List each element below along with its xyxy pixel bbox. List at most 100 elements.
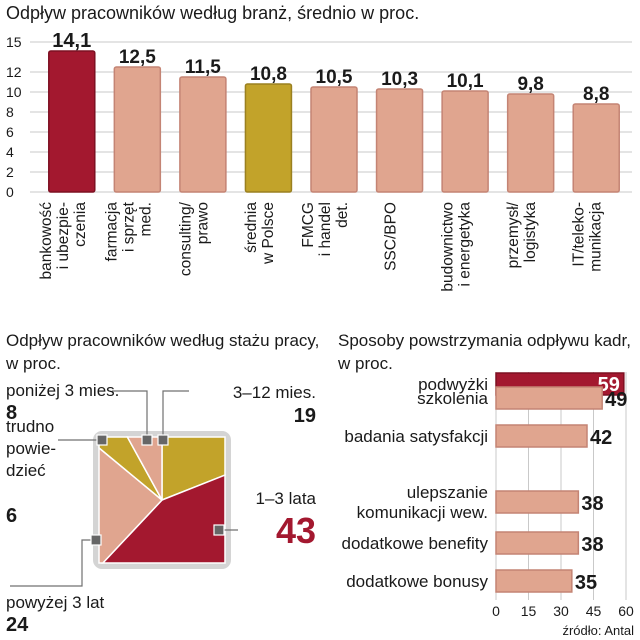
pie-callout-name: poniżej 3 mies. <box>6 381 119 400</box>
callout-marker <box>90 534 102 546</box>
industry-bar <box>375 88 424 193</box>
retention-value-label: 38 <box>581 493 603 515</box>
industry-bar <box>506 93 555 193</box>
tenure-pie-chart: Odpływ pracowników według stażu pracy, w… <box>5 331 319 636</box>
industry-bar <box>310 86 358 193</box>
retention-bar-chart: Sposoby powstrzymania odpływu kadr, w pr… <box>337 331 634 619</box>
pie-callout-name: 1–3 lata <box>256 489 317 508</box>
industry-category-label: prawo <box>194 202 211 244</box>
retention-bar <box>495 531 580 555</box>
x-tick-label: 30 <box>553 603 569 619</box>
industry-category-label: farmacja <box>103 202 120 262</box>
retention-value-label: 38 <box>581 534 603 556</box>
industry-value-label: 9,8 <box>517 74 543 95</box>
pie-callout-value: 24 <box>6 614 29 636</box>
industry-category-label: i handel <box>317 202 334 256</box>
industry-category-label: consulting/ <box>177 201 194 276</box>
y-tick-label: 8 <box>6 104 14 120</box>
industry-value-label: 10,3 <box>381 69 418 90</box>
industry-category-label: i energetyka <box>457 202 474 287</box>
industry-category-label: det. <box>334 202 351 228</box>
retention-category-label: komunikacji wew. <box>357 503 488 522</box>
industry-chart-y-axis: 0 2 4 6 8 10 12 15 <box>6 34 22 200</box>
y-tick-label: 2 <box>6 164 14 180</box>
pie-callout-labels: 3–12 mies. 19 1–3 lata 43 powyżej 3 lat 24 tru… <box>6 381 317 636</box>
pie-callout-name: dzieć <box>6 461 46 480</box>
industry-bar <box>572 103 620 193</box>
industry-bar <box>244 83 293 193</box>
retention-category-label: ulepszanie <box>407 483 488 502</box>
industry-value-label: 11,5 <box>185 57 221 78</box>
tenure-chart-title-line-2: w proc. <box>5 354 61 373</box>
industry-chart-bars <box>48 50 620 193</box>
industry-category-label: SSC/BPO <box>383 202 400 271</box>
retention-category-label: szkolenia <box>417 389 488 408</box>
retention-chart-title-line-2: w proc. <box>337 354 393 373</box>
industry-category-label: logistyka <box>522 202 539 263</box>
callout-marker <box>141 434 153 446</box>
industry-bar <box>179 76 227 193</box>
retention-category-label: podwyżki <box>418 375 488 394</box>
industry-category-label: i ubezpie- <box>55 202 72 269</box>
pie-callout-name: trudno <box>6 417 54 436</box>
industry-category-label: przemysł/ <box>505 201 522 268</box>
industry-chart-title: Odpływ pracowników według branż, średnio… <box>6 3 419 23</box>
pie-callout-value: 6 <box>6 505 17 527</box>
industry-value-label: 10,8 <box>250 64 287 85</box>
industry-chart-value-labels: 14,1 12,5 11,5 10,8 10,5 10,3 10,1 9,8 8,8 <box>52 30 609 105</box>
industry-bar <box>441 90 489 193</box>
industry-value-label: 10,5 <box>316 67 353 88</box>
x-tick-label: 15 <box>521 603 537 619</box>
retention-bar <box>495 569 573 593</box>
industry-chart-category-labels: bankowość i ubezpie-czenia farmacja i sprzę… <box>38 201 605 291</box>
y-tick-label: 12 <box>6 64 22 80</box>
retention-category-label: dodatkowe bonusy <box>346 572 488 591</box>
tenure-chart-title-line-1: Odpływ pracowników według stażu pracy, <box>6 331 319 350</box>
industry-category-label: bankowość <box>38 202 55 280</box>
callout-marker <box>157 434 169 446</box>
callout-marker <box>213 524 225 536</box>
industry-value-label: 8,8 <box>583 84 609 105</box>
y-tick-label: 15 <box>6 34 22 50</box>
retention-value-label: 59 <box>598 374 620 396</box>
industry-value-label: 14,1 <box>52 30 91 52</box>
industry-category-label: FMCG <box>300 202 317 248</box>
y-tick-label: 4 <box>6 144 14 160</box>
pie-callout-value: 43 <box>276 510 316 551</box>
industry-bar <box>113 66 162 193</box>
y-tick-label: 0 <box>6 184 14 200</box>
callout-line <box>162 390 189 440</box>
y-tick-label: 10 <box>6 84 22 100</box>
retention-category-label: dodatkowe benefity <box>342 534 489 553</box>
industry-category-label: i sprzęt <box>120 201 137 252</box>
x-tick-label: 45 <box>586 603 602 619</box>
industry-category-label: średnia <box>243 202 260 253</box>
retention-chart-x-axis: 0 15 30 45 60 <box>492 603 634 619</box>
y-tick-label: 6 <box>6 124 14 140</box>
callout-line <box>10 539 96 587</box>
x-tick-label: 0 <box>492 603 500 619</box>
x-tick-label: 60 <box>618 603 634 619</box>
industry-category-label: munikacja <box>588 202 605 272</box>
callout-line <box>112 390 148 440</box>
retention-value-label: 42 <box>590 427 612 449</box>
pie-callout-name: powie- <box>6 439 56 458</box>
pie-callout-name: 3–12 mies. <box>233 383 316 402</box>
industry-bar <box>48 50 96 193</box>
retention-category-label: badania satysfakcji <box>344 427 488 446</box>
pie-callout-value: 19 <box>294 405 316 427</box>
retention-bar <box>495 424 588 448</box>
retention-value-label: 49 <box>605 389 627 411</box>
retention-value-label: 35 <box>575 572 597 594</box>
industry-category-label: budownictwo <box>440 202 457 292</box>
pie-callout-name: powyżej 3 lat <box>6 593 105 612</box>
industry-category-label: med. <box>137 202 154 236</box>
industry-value-label: 10,1 <box>447 71 484 92</box>
callout-marker <box>96 434 108 446</box>
retention-chart-grid <box>495 372 627 600</box>
industry-value-label: 12,5 <box>119 47 156 68</box>
source-note: źródło: Antal <box>562 623 634 638</box>
industry-category-label: IT/teleko- <box>571 202 588 267</box>
industry-bar-chart: Odpływ pracowników według branż, średnio… <box>6 3 632 292</box>
